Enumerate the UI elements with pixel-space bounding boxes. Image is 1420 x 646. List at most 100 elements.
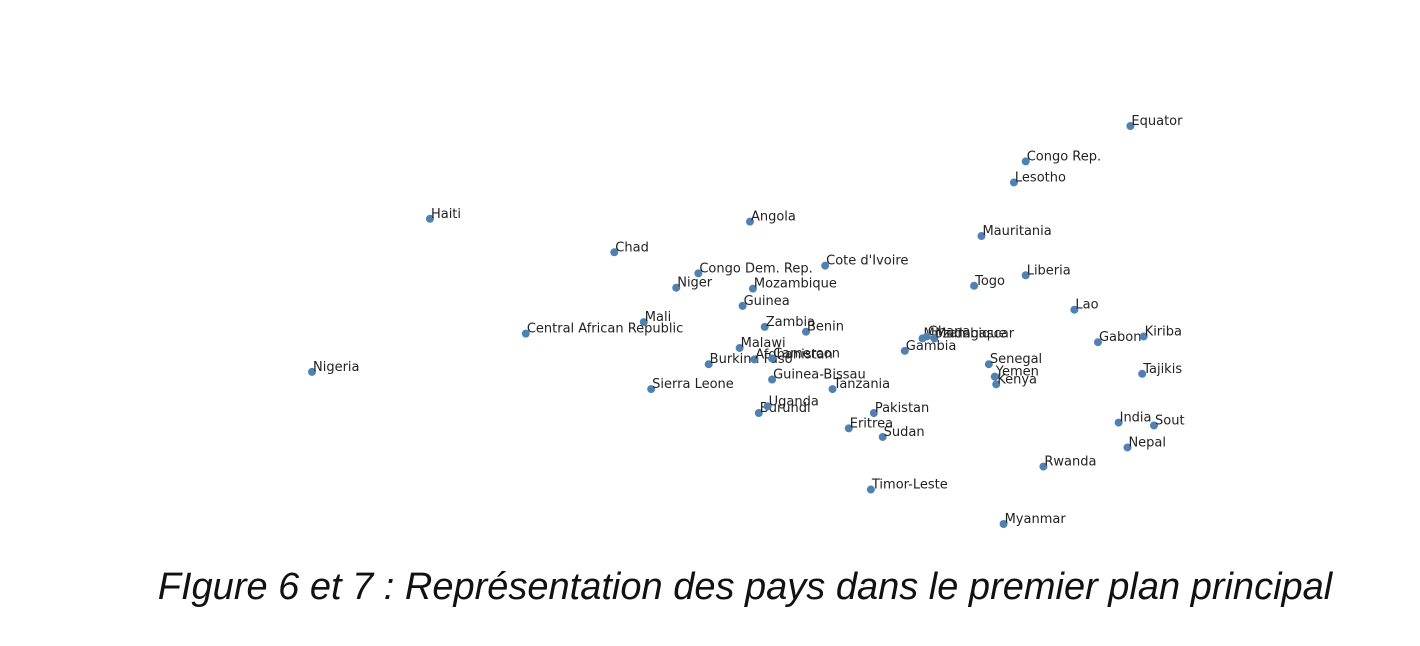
point-label: Kiriba	[1145, 324, 1182, 339]
point-marker	[992, 380, 1001, 389]
data-point: Niger	[672, 276, 713, 292]
point-marker	[930, 334, 939, 343]
point-label: Tanzania	[833, 377, 891, 392]
point-label: Lao	[1075, 298, 1098, 313]
data-point: Mozambique	[748, 277, 837, 293]
data-point: Burundi	[754, 401, 811, 418]
data-point: Congo Dem. Rep.	[694, 261, 813, 278]
point-label: India	[1120, 411, 1152, 426]
data-point: Sudan	[878, 425, 925, 441]
data-point: Eritrea	[844, 416, 893, 433]
data-point: India	[1114, 411, 1152, 427]
point-label: Cote d'Ivoire	[826, 254, 908, 269]
point-marker	[801, 327, 810, 336]
point-label: Equator	[1131, 114, 1183, 129]
data-point: Haiti	[425, 207, 461, 223]
point-label: Lesotho	[1015, 170, 1066, 185]
point-marker	[1021, 271, 1030, 280]
data-point: Senegal	[984, 352, 1042, 369]
data-point: Angola	[745, 210, 796, 226]
point-marker	[1114, 418, 1123, 427]
point-label: Pakistan	[875, 401, 929, 416]
data-point: Uganda	[763, 394, 819, 411]
point-marker	[738, 301, 747, 310]
point-label: Myanmar	[1005, 512, 1067, 527]
data-point: Equator	[1126, 114, 1183, 130]
data-point: Rwanda	[1039, 455, 1096, 471]
point-marker	[990, 372, 999, 381]
point-label: Senegal	[990, 352, 1042, 367]
point-label: Haiti	[431, 207, 461, 222]
point-label: Mauritania	[982, 224, 1051, 239]
point-label: Guinea-Bissau	[773, 368, 866, 383]
point-label: Togo	[974, 274, 1005, 289]
point-label: Malawi	[741, 336, 786, 351]
point-marker	[1021, 157, 1030, 166]
figure-caption: FIgure 6 et 7 : Représentation des pays …	[157, 566, 1333, 608]
point-marker	[647, 385, 656, 394]
point-label: Nepal	[1128, 435, 1166, 450]
point-marker	[763, 402, 772, 411]
point-marker	[970, 281, 979, 290]
point-marker	[999, 520, 1008, 528]
point-label: Burundi	[760, 401, 811, 416]
point-marker	[768, 354, 777, 363]
point-marker	[748, 284, 757, 293]
point-label: Rwanda	[1044, 455, 1096, 470]
data-point: Pakistan	[869, 401, 929, 418]
point-label: Sierra Leone	[652, 377, 734, 392]
point-label: Sudan	[884, 425, 925, 440]
data-point: Kenya	[992, 372, 1037, 389]
point-label: Eritrea	[850, 416, 893, 431]
point-label: Kenya	[997, 372, 1037, 387]
data-point: Gambia	[900, 339, 957, 355]
point-label: Mozambique	[923, 326, 1006, 341]
data-point: Cote d'Ivoire	[821, 254, 908, 270]
data-point: Kiriba	[1139, 324, 1182, 341]
data-point: Liberia	[1021, 263, 1071, 280]
data-point: Benin	[801, 320, 844, 336]
data-point: Chad	[610, 240, 649, 257]
point-label: Ghana	[928, 324, 971, 339]
point-marker	[1139, 332, 1148, 341]
point-marker	[754, 409, 763, 418]
point-marker	[639, 318, 648, 327]
point-marker	[828, 385, 837, 394]
point-label: Yemen	[995, 365, 1039, 380]
point-marker	[694, 269, 703, 278]
point-label: Gabon	[1099, 330, 1142, 345]
data-point: Lao	[1070, 298, 1099, 314]
point-label: Gambia	[906, 339, 957, 354]
point-marker	[866, 485, 875, 494]
point-marker	[760, 322, 769, 331]
point-marker	[1123, 443, 1132, 452]
point-marker	[768, 375, 777, 384]
point-label: Tajikis	[1142, 362, 1182, 377]
point-marker	[878, 432, 887, 441]
data-point: Nepal	[1123, 435, 1166, 452]
point-marker	[984, 360, 993, 369]
point-label: Nigeria	[313, 360, 360, 375]
data-point: Gabon	[1093, 330, 1142, 347]
point-marker	[521, 329, 530, 338]
point-label: Guinea	[744, 294, 790, 309]
data-point: Tanzania	[828, 377, 891, 394]
point-marker	[735, 343, 744, 352]
data-point: Madagascar	[930, 326, 1015, 343]
point-label: Chad	[615, 240, 649, 255]
point-marker	[844, 424, 853, 433]
point-label: Zambia	[766, 315, 815, 330]
point-label: Benin	[807, 320, 844, 335]
point-label: Niger	[677, 276, 713, 291]
data-point: Mali	[639, 310, 671, 327]
data-point: Guinea-Bissau	[768, 368, 866, 384]
point-marker	[1070, 305, 1079, 314]
point-label: Cameroon	[773, 346, 840, 361]
point-label: Mozambique	[754, 277, 837, 292]
data-point: Mauritania	[977, 224, 1052, 241]
data-point: Yemen	[990, 365, 1039, 381]
point-marker	[1039, 462, 1048, 471]
data-point: Sierra Leone	[647, 377, 734, 394]
data-point: Zambia	[760, 315, 815, 331]
